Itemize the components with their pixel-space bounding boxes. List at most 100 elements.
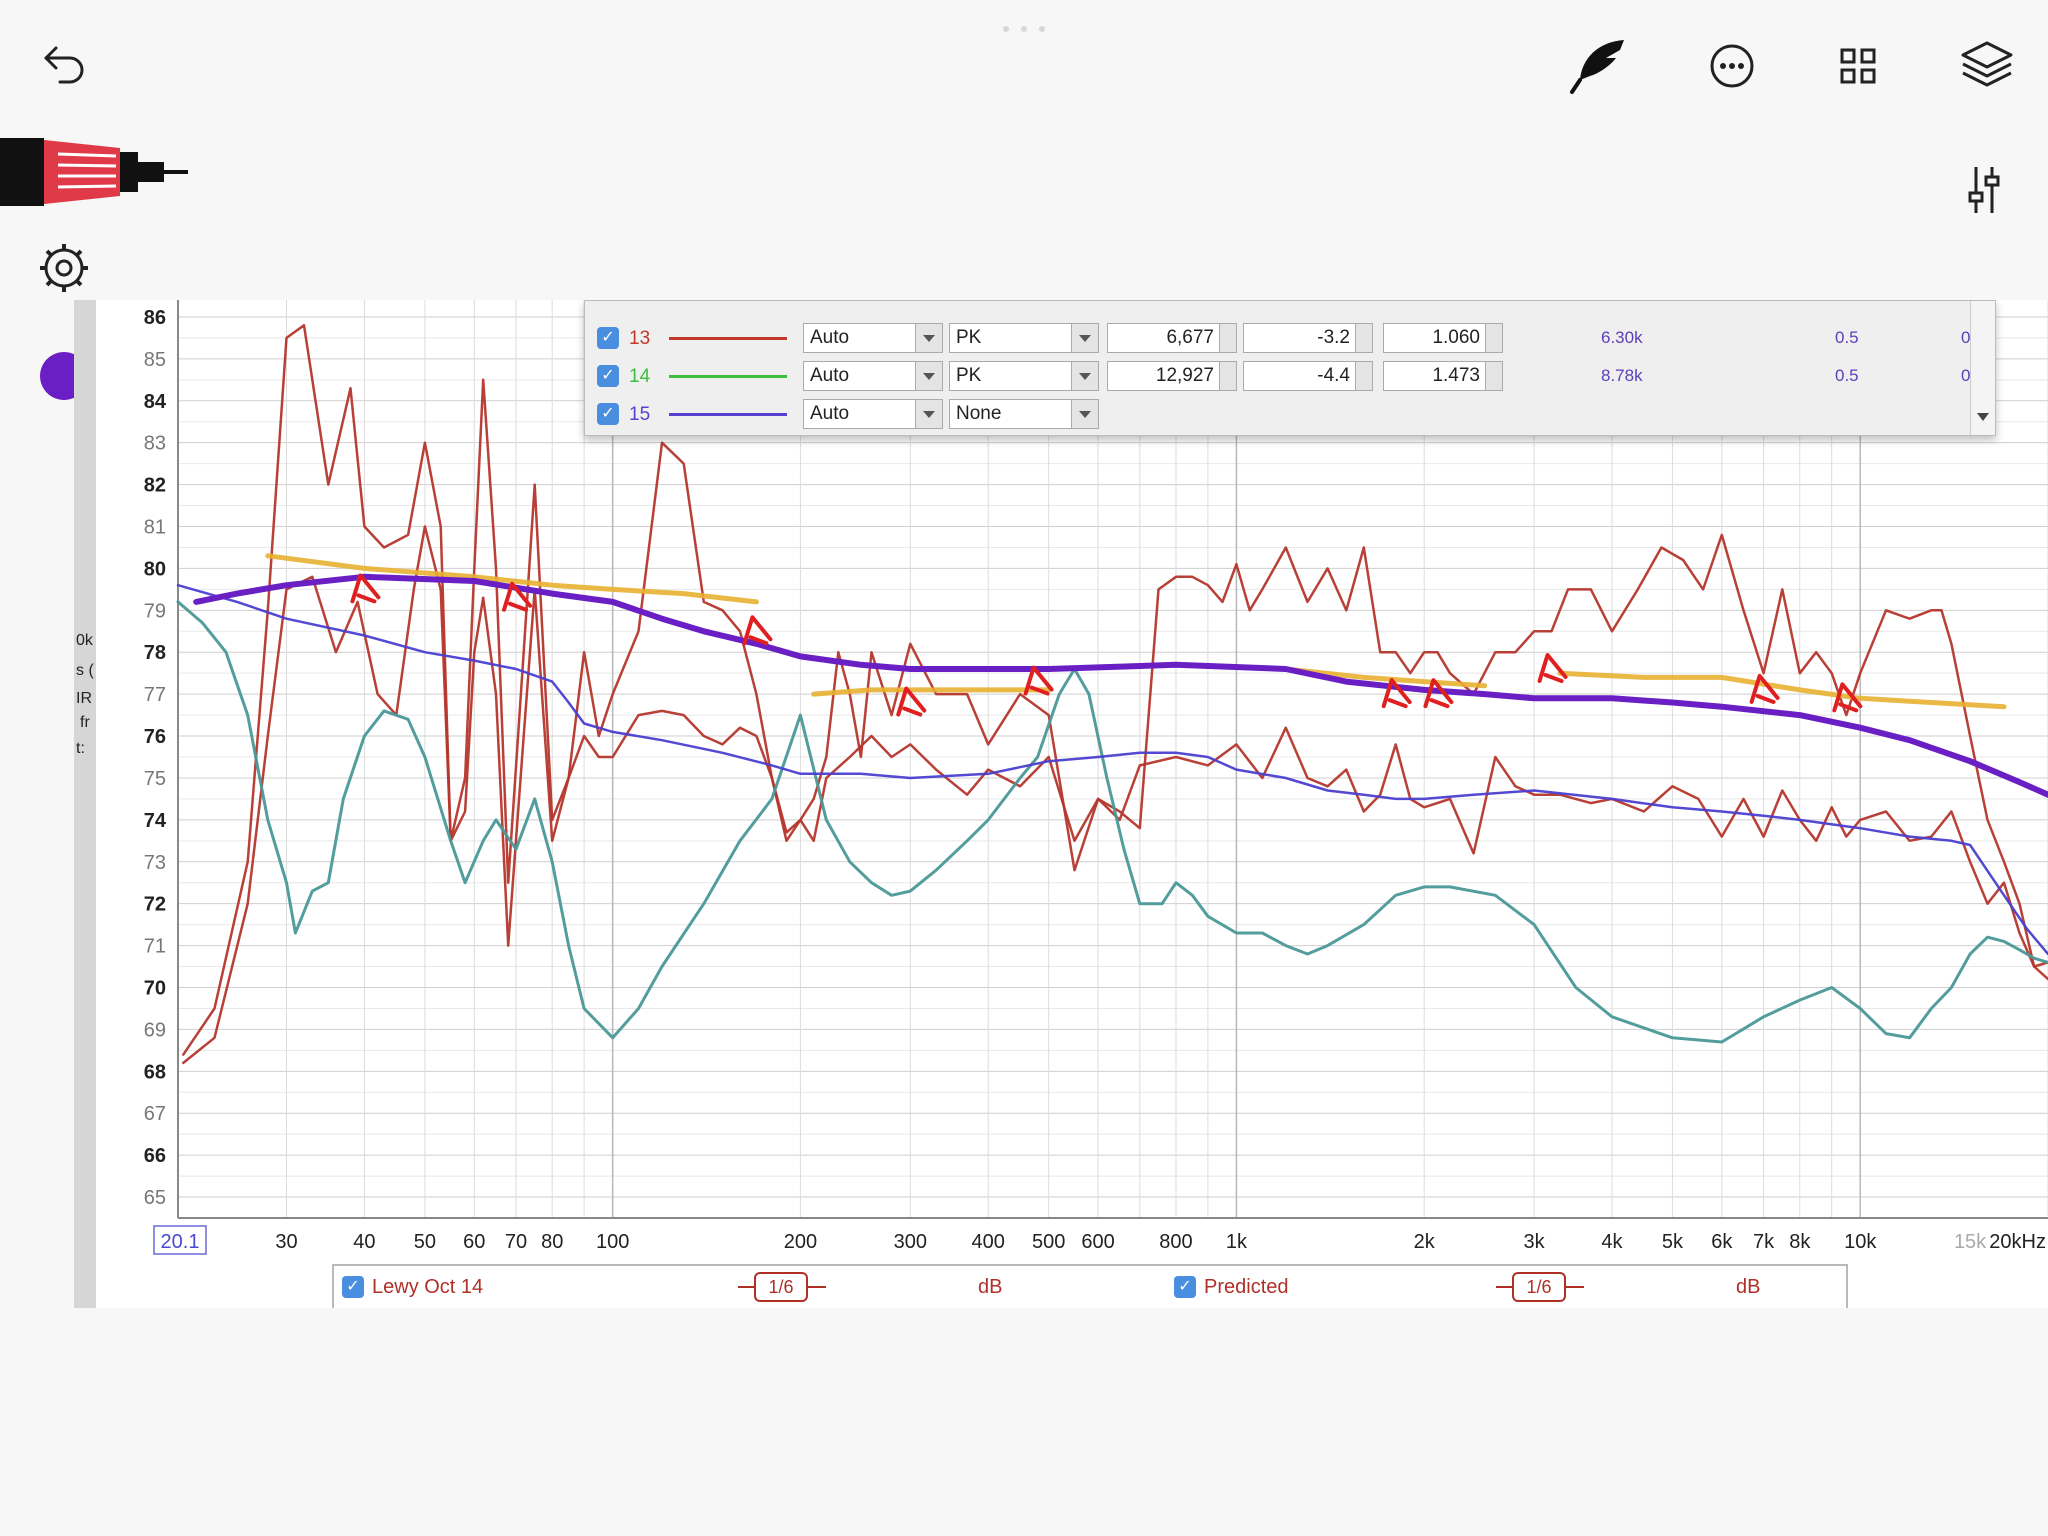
legend-unit-lewy: dB xyxy=(978,1276,1003,1298)
eq-filter-panel[interactable]: ✓13AutoPK6,677-3.21.0606.30k0.50.3✓14Aut… xyxy=(584,300,1996,436)
spinner-arrows-icon[interactable] xyxy=(1355,362,1372,390)
chevron-down-icon[interactable] xyxy=(1071,400,1098,428)
grid-icon[interactable] xyxy=(1830,38,1886,94)
spinner-arrows-icon[interactable] xyxy=(1219,324,1236,352)
x-tick-label: 60 xyxy=(463,1231,485,1253)
filter-kind-select[interactable]: PK xyxy=(949,361,1099,391)
x-tick-label: 5k xyxy=(1662,1231,1684,1253)
filter-type-select-text: Auto xyxy=(810,403,850,424)
spinner-arrows-icon[interactable] xyxy=(1485,324,1502,352)
filter-gain-field[interactable]: -3.2 xyxy=(1243,323,1373,353)
filter-q-field-text: 1.060 xyxy=(1432,327,1480,348)
annotation-red-mark-7 xyxy=(1537,652,1568,683)
series-line-2 xyxy=(176,600,2048,1044)
y-tick-label: 67 xyxy=(144,1103,166,1125)
y-tick-label: 77 xyxy=(144,684,166,706)
smoothing-button-predicted[interactable]: 1/6 xyxy=(1512,1272,1566,1302)
filter-bandwidth-text: 6.30k xyxy=(1601,328,1643,347)
chevron-down-icon[interactable] xyxy=(915,400,942,428)
series-line-3 xyxy=(176,583,2048,956)
annotation-red-mark-1 xyxy=(502,581,533,612)
filter-enabled-checkbox-text: ✓ xyxy=(601,329,615,346)
layers-icon[interactable] xyxy=(1954,34,2020,96)
chevron-down-icon[interactable] xyxy=(915,324,942,352)
filter-gain-field-text: -4.4 xyxy=(1317,365,1350,386)
filter-frequency-field[interactable]: 12,927 xyxy=(1107,361,1237,391)
filter-color-swatch xyxy=(669,413,787,416)
side-fragment: s ( xyxy=(76,662,94,679)
window-grabber[interactable] xyxy=(1000,20,1048,32)
y-tick-label: 75 xyxy=(144,768,166,790)
annotation-red-mark-6 xyxy=(1423,678,1454,709)
adjust-icon[interactable] xyxy=(1958,160,2010,220)
filter-kind-select[interactable]: None xyxy=(949,399,1099,429)
smoothing-line xyxy=(808,1286,826,1288)
feather-icon[interactable] xyxy=(1566,34,1630,98)
legend-bar: ✓ Lewy Oct 14 1/6 dB ✓ Predicted 1/6 dB xyxy=(332,1264,1848,1308)
rew-screenshot: 0k s ( IR fr t: 65 66 67 68 69 70 71 72 73 74 75 76… xyxy=(74,300,2048,1308)
filter-type-select[interactable]: Auto xyxy=(803,361,943,391)
annotation-red-mark-0 xyxy=(350,573,381,604)
chevron-down-icon[interactable] xyxy=(915,362,942,390)
undo-icon[interactable] xyxy=(36,40,92,88)
legend-checkbox-predicted[interactable]: ✓ xyxy=(1174,1276,1196,1298)
x-tick-label: 20kHz xyxy=(1989,1231,2046,1253)
chevron-down-icon[interactable] xyxy=(1071,324,1098,352)
x-tick-label: 70 xyxy=(505,1231,527,1253)
x-tick-label: 8k xyxy=(1789,1231,1811,1253)
filter-col1-text: 0.5 xyxy=(1835,366,1859,385)
filter-type-select[interactable]: Auto xyxy=(803,323,943,353)
filter-type-select[interactable]: Auto xyxy=(803,399,943,429)
filter-color-swatch xyxy=(669,337,787,340)
x-tick-label: 200 xyxy=(784,1231,817,1253)
eq-panel-scrollbar[interactable] xyxy=(1970,301,1995,435)
filter-type-select-text: Auto xyxy=(810,365,850,386)
spinner-arrows-icon[interactable] xyxy=(1355,324,1372,352)
filter-enabled-checkbox[interactable]: ✓ xyxy=(597,403,619,425)
smoothing-line xyxy=(1496,1286,1514,1288)
annotation-yellow-1 xyxy=(811,687,1052,697)
x-tick-label: 1k xyxy=(1226,1231,1248,1253)
spinner-arrows-icon[interactable] xyxy=(1219,362,1236,390)
y-tick-label: 66 xyxy=(144,1145,166,1167)
x-tick-label: 15k xyxy=(1954,1231,1987,1253)
filter-enabled-checkbox[interactable]: ✓ xyxy=(597,327,619,349)
x-tick-label: 40 xyxy=(353,1231,375,1253)
filter-bandwidth: 6.30k xyxy=(1601,328,1643,358)
smoothing-line xyxy=(1566,1286,1584,1288)
pen-tool-icon[interactable] xyxy=(0,134,196,210)
filter-frequency-field-text: 12,927 xyxy=(1155,365,1214,386)
y-tick-label: 68 xyxy=(144,1061,166,1083)
side-fragment: IR xyxy=(76,690,92,707)
y-tick-label: 85 xyxy=(144,349,166,371)
filter-frequency-field[interactable]: 6,677 xyxy=(1107,323,1237,353)
x-tick-label: 6k xyxy=(1711,1231,1733,1253)
filter-q-field[interactable]: 1.473 xyxy=(1383,361,1503,391)
annotation-yellow-0 xyxy=(265,553,759,605)
filter-kind-select-text: PK xyxy=(956,365,982,386)
chevron-down-icon[interactable] xyxy=(1071,362,1098,390)
x-tick-label: 30 xyxy=(275,1231,297,1253)
filter-kind-select[interactable]: PK xyxy=(949,323,1099,353)
side-window-strip: 0k s ( IR fr t: xyxy=(74,300,96,1308)
x-tick-label: 300 xyxy=(894,1231,927,1253)
annotation-target-line xyxy=(193,573,2048,798)
y-tick-label: 79 xyxy=(144,600,166,622)
more-icon[interactable] xyxy=(1702,36,1762,96)
filter-type-select-text: Auto xyxy=(810,327,850,348)
filter-gain-field[interactable]: -4.4 xyxy=(1243,361,1373,391)
filter-color-swatch xyxy=(669,375,787,378)
filter-col1-text: 0.5 xyxy=(1835,328,1859,347)
legend-checkbox-lewy[interactable]: ✓ xyxy=(342,1276,364,1298)
filter-index: 15 xyxy=(629,404,650,434)
filter-enabled-checkbox[interactable]: ✓ xyxy=(597,365,619,387)
filter-q-field[interactable]: 1.060 xyxy=(1383,323,1503,353)
smoothing-button-lewy[interactable]: 1/6 xyxy=(754,1272,808,1302)
filter-col1: 0.5 xyxy=(1835,366,1859,396)
frequency-response-chart[interactable]: 65 66 67 68 69 70 71 72 73 74 75 76 77 78 79 80 81 82 83 84… xyxy=(74,300,2048,1308)
y-tick-label: 69 xyxy=(144,1019,166,1041)
filter-gain-field-text: -3.2 xyxy=(1317,327,1350,348)
spinner-arrows-icon[interactable] xyxy=(1485,362,1502,390)
settings-icon[interactable] xyxy=(36,240,92,296)
